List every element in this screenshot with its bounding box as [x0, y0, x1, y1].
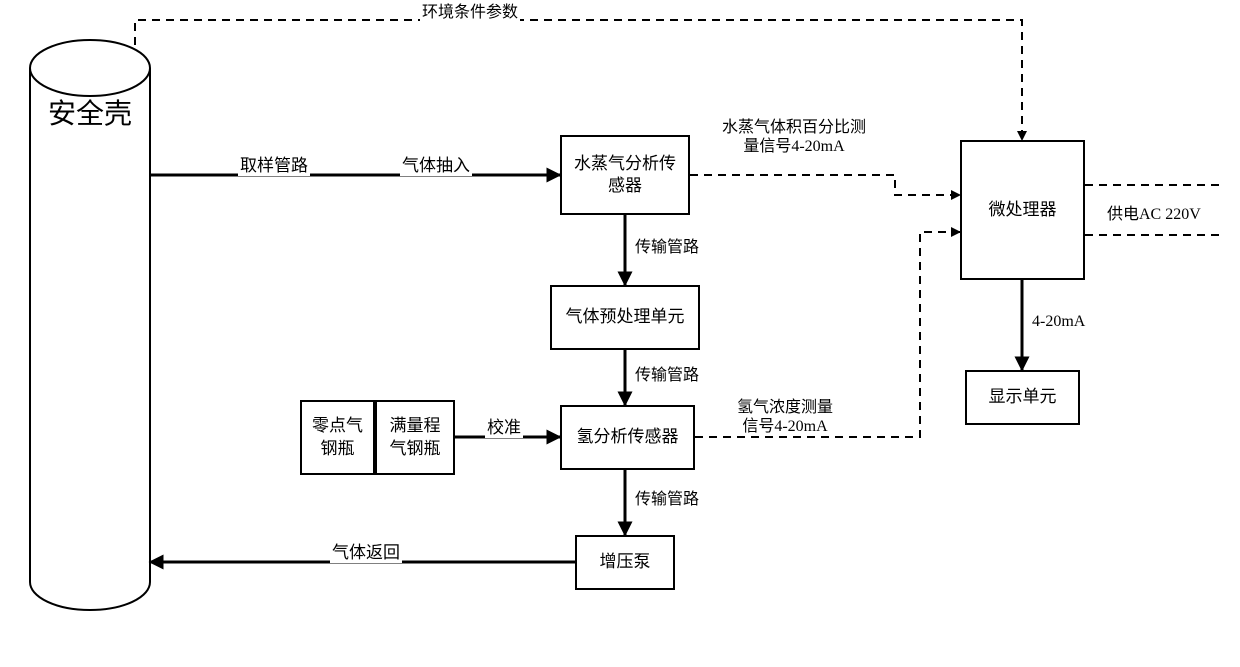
edge-label-e1b: 气体抽入 — [400, 156, 472, 176]
edge-e7 — [690, 175, 960, 195]
node-label-pump: 增压泵 — [600, 551, 651, 573]
edge-label-e5: 传输管路 — [633, 490, 701, 509]
node-h2: 氢分析传感器 — [560, 405, 695, 470]
edge-label-e9: 4-20mA — [1030, 312, 1087, 331]
edge-e10 — [135, 20, 1022, 140]
node-label-zero: 零点气钢瓶 — [312, 415, 363, 459]
node-pretreat: 气体预处理单元 — [550, 285, 700, 350]
cylinder-label: 安全壳 — [48, 92, 132, 132]
node-label-full: 满量程气钢瓶 — [390, 415, 441, 459]
node-label-mpu: 微处理器 — [989, 199, 1057, 221]
edge-label-e2: 传输管路 — [633, 238, 701, 257]
edge-label-e6: 气体返回 — [330, 543, 402, 563]
node-label-disp: 显示单元 — [989, 386, 1057, 408]
edge-label-e8: 氢气浓度测量信号4-20mA — [735, 398, 835, 436]
edge-label-e11: 供电AC 220V — [1105, 205, 1203, 224]
node-full: 满量程气钢瓶 — [375, 400, 455, 475]
node-label-steam: 水蒸气分析传感器 — [574, 153, 676, 197]
edge-label-e3: 传输管路 — [633, 366, 701, 385]
edge-label-e1: 取样管路 — [238, 156, 310, 176]
node-label-pretreat: 气体预处理单元 — [566, 306, 685, 328]
node-steam: 水蒸气分析传感器 — [560, 135, 690, 215]
node-pump: 增压泵 — [575, 535, 675, 590]
node-zero: 零点气钢瓶 — [300, 400, 375, 475]
edge-label-e4: 校准 — [485, 418, 523, 438]
node-mpu: 微处理器 — [960, 140, 1085, 280]
node-disp: 显示单元 — [965, 370, 1080, 425]
node-label-h2: 氢分析传感器 — [577, 426, 679, 448]
edge-label-e7: 水蒸气体积百分比测量信号4-20mA — [720, 118, 868, 156]
edge-label-e10: 环境条件参数 — [420, 3, 520, 22]
